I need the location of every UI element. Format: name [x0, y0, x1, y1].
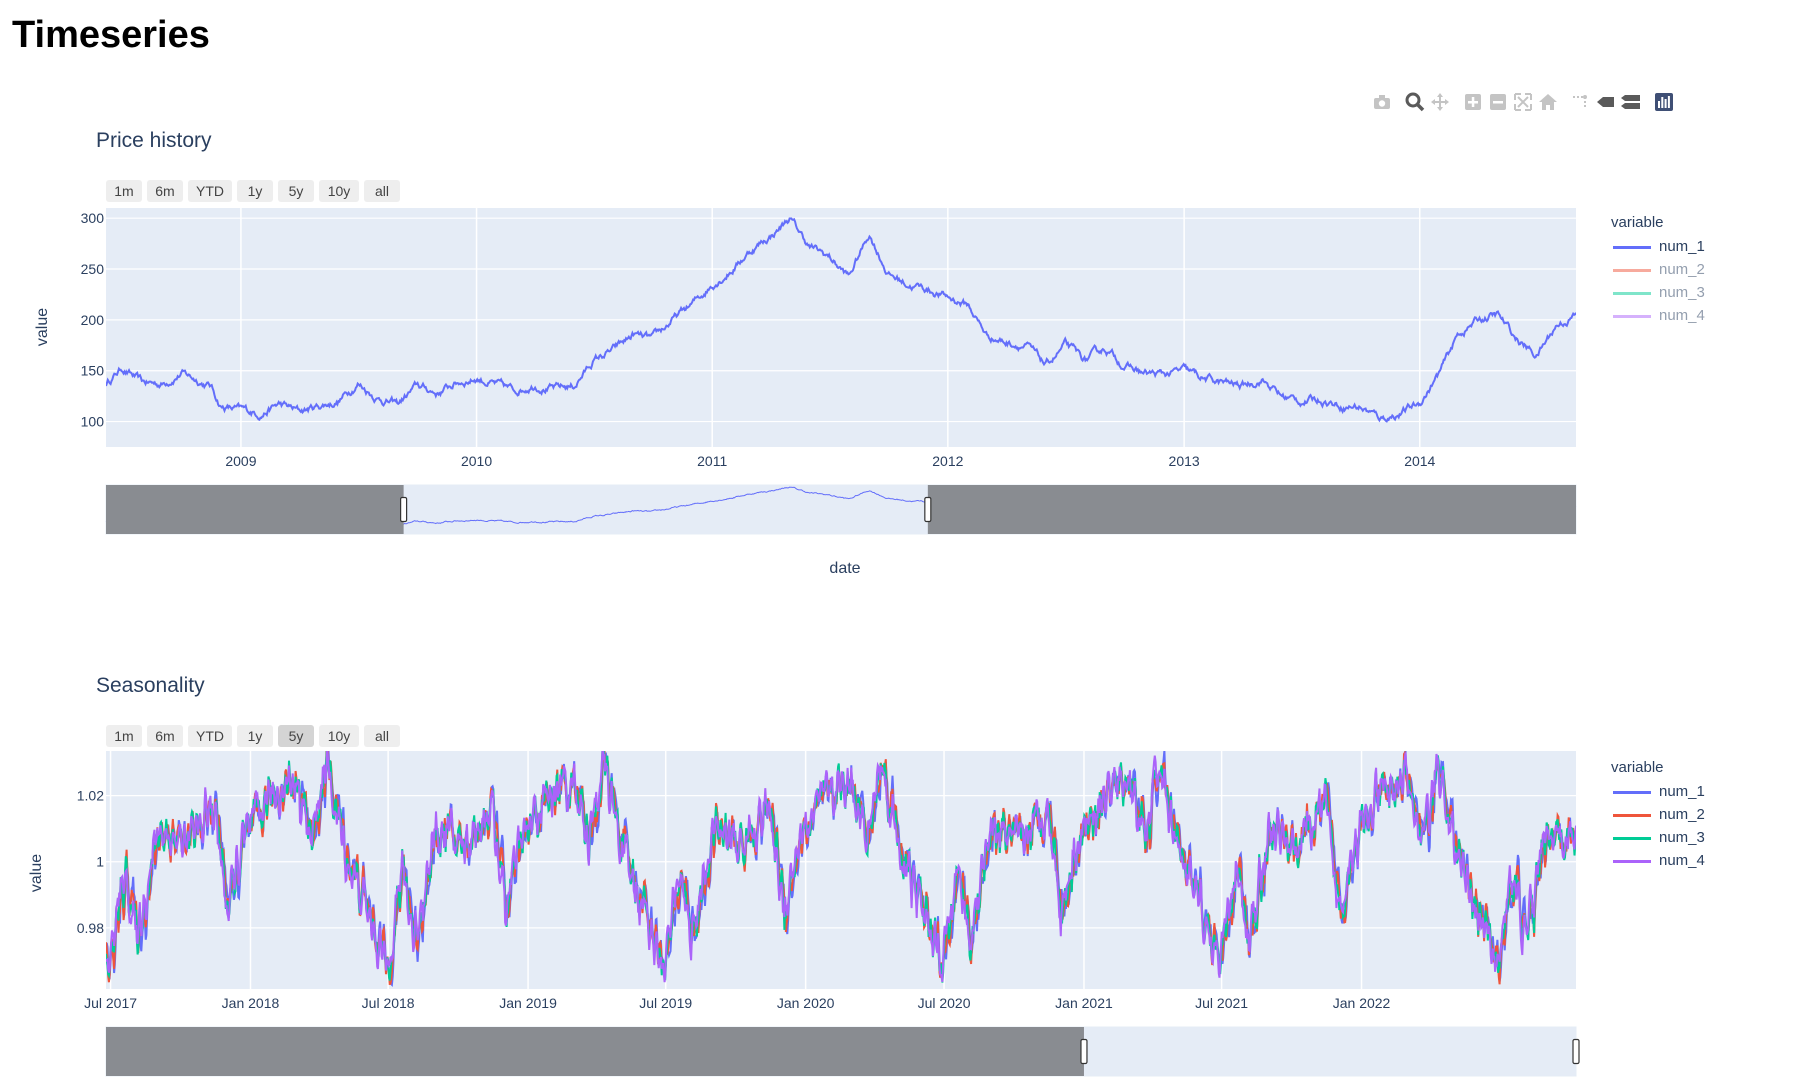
legend-item-num-3[interactable]: num_3	[1611, 827, 1705, 850]
legend-label: num_2	[1659, 806, 1705, 823]
legend-swatch	[1613, 269, 1651, 272]
range-button-1y[interactable]: 1y	[237, 180, 273, 202]
legend-swatch	[1613, 292, 1651, 295]
y-tick-label: 150	[81, 363, 105, 379]
x-tick-label: 2010	[461, 453, 492, 469]
range-slider-mask-right	[927, 485, 1576, 534]
y-tick-label: 0.98	[77, 920, 104, 936]
legend-swatch	[1613, 246, 1651, 249]
range-button-ytd[interactable]: YTD	[188, 725, 232, 747]
legend-item-num-1[interactable]: num_1	[1611, 781, 1705, 804]
legend-label: num_3	[1659, 284, 1705, 301]
range-button-10y[interactable]: 10y	[319, 180, 359, 202]
x-tick-label: Jan 2021	[1055, 995, 1113, 1011]
zoom-icon[interactable]	[1403, 90, 1427, 114]
range-button-5y[interactable]: 5y	[278, 180, 314, 202]
hover-closest-icon[interactable]	[1594, 90, 1618, 114]
legend-label: num_3	[1659, 829, 1705, 846]
x-axis-title: date	[829, 560, 861, 577]
price-history-plot[interactable]: 2009 2010 2011 2012 2013 2014 100 150 200 250 300	[0, 0, 1799, 560]
x-tick-label: 2014	[1404, 453, 1435, 469]
zoom-out-icon[interactable]	[1486, 90, 1510, 114]
pan-icon[interactable]	[1428, 90, 1452, 114]
range-slider-handle-right[interactable]	[1572, 1038, 1580, 1065]
autoscale-icon[interactable]	[1511, 90, 1535, 114]
legend: variable num_1 num_2 num_3 num_4	[1611, 759, 1705, 873]
legend-label: num_2	[1659, 261, 1705, 278]
range-button-all[interactable]: all	[364, 180, 400, 202]
x-tick-label: Jul 2021	[1195, 995, 1248, 1011]
series-line-num-1[interactable]	[106, 217, 1576, 423]
legend-item-num-2[interactable]: num_2	[1611, 804, 1705, 827]
legend-label: num_4	[1659, 307, 1705, 324]
legend-swatch	[1613, 814, 1651, 817]
x-tick-label: 2012	[932, 453, 963, 469]
legend-item-num-4[interactable]: num_4	[1611, 850, 1705, 873]
hover-compare-icon[interactable]	[1619, 90, 1643, 114]
legend: variable num_1 num_2 num_3 num_4	[1611, 214, 1705, 328]
legend-label: num_1	[1659, 238, 1705, 255]
x-tick-label: 2009	[225, 453, 256, 469]
x-tick-label: Jul 2017	[84, 995, 137, 1011]
legend-swatch	[1613, 791, 1651, 794]
legend-label: num_4	[1659, 852, 1705, 869]
x-tick-label: Jul 2020	[918, 995, 971, 1011]
plot-area	[106, 208, 1576, 447]
legend-item-num-3[interactable]: num_3	[1611, 282, 1705, 305]
x-tick-label: Jul 2019	[639, 995, 692, 1011]
range-slider-mask-left	[106, 485, 404, 534]
range-slider-handle-left[interactable]	[400, 496, 408, 523]
seasonality-chart: Jul 2017 Jan 2018 Jul 2018 Jan 2019 Jul 2019…	[0, 545, 1799, 1088]
price-history-chart: 2009 2010 2011 2012 2013 2014 100 150 200 250 300 …	[0, 0, 1799, 577]
y-axis-title: value	[34, 307, 51, 347]
x-tick-label: 2011	[697, 453, 727, 469]
y-tick-label: 1	[96, 854, 104, 870]
legend-swatch	[1613, 837, 1651, 840]
legend-title: variable	[1611, 759, 1664, 776]
legend-title: variable	[1611, 214, 1664, 231]
range-button-5y[interactable]: 5y	[278, 725, 314, 747]
seasonality-plot[interactable]: Jul 2017 Jan 2018 Jul 2018 Jan 2019 Jul 2019…	[0, 545, 1799, 1088]
x-tick-label: Jan 2018	[222, 995, 280, 1011]
x-tick-label: 2013	[1169, 453, 1200, 469]
spike-lines-icon[interactable]	[1569, 90, 1593, 114]
range-button-1m[interactable]: 1m	[106, 725, 142, 747]
plotly-logo-icon[interactable]	[1652, 90, 1676, 114]
range-button-6m[interactable]: 6m	[147, 725, 183, 747]
series-line-num-4[interactable]	[106, 744, 1576, 983]
modebar	[1370, 90, 1740, 116]
range-button-1m[interactable]: 1m	[106, 180, 142, 202]
legend-item-num-4[interactable]: num_4	[1611, 305, 1705, 328]
y-tick-label: 200	[81, 312, 105, 328]
range-slider-handle-right[interactable]	[924, 496, 932, 523]
zoom-in-icon[interactable]	[1461, 90, 1485, 114]
y-tick-label: 100	[81, 414, 105, 430]
range-button-all[interactable]: all	[364, 725, 400, 747]
page-title: Timeseries	[12, 14, 210, 56]
range-button-ytd[interactable]: YTD	[188, 180, 232, 202]
range-button-1y[interactable]: 1y	[237, 725, 273, 747]
range-button-10y[interactable]: 10y	[319, 725, 359, 747]
range-button-6m[interactable]: 6m	[147, 180, 183, 202]
chart-title: Seasonality	[96, 674, 205, 697]
range-slider-handle-left[interactable]	[1080, 1038, 1088, 1065]
legend-swatch	[1613, 860, 1651, 863]
x-tick-label: Jan 2020	[777, 995, 835, 1011]
x-tick-label: Jan 2019	[499, 995, 557, 1011]
y-tick-label: 300	[81, 210, 105, 226]
legend-item-num-1[interactable]: num_1	[1611, 236, 1705, 259]
legend-swatch	[1613, 315, 1651, 318]
x-tick-label: Jul 2018	[362, 995, 415, 1011]
legend-item-num-2[interactable]: num_2	[1611, 259, 1705, 282]
legend-label: num_1	[1659, 783, 1705, 800]
range-slider-mask-left	[106, 1027, 1084, 1076]
x-tick-label: Jan 2022	[1333, 995, 1391, 1011]
y-axis-title: value	[28, 853, 45, 893]
y-tick-label: 1.02	[77, 788, 104, 804]
y-tick-label: 250	[81, 261, 105, 277]
camera-icon[interactable]	[1370, 90, 1394, 114]
reset-axes-icon[interactable]	[1536, 90, 1560, 114]
chart-title: Price history	[96, 129, 212, 152]
